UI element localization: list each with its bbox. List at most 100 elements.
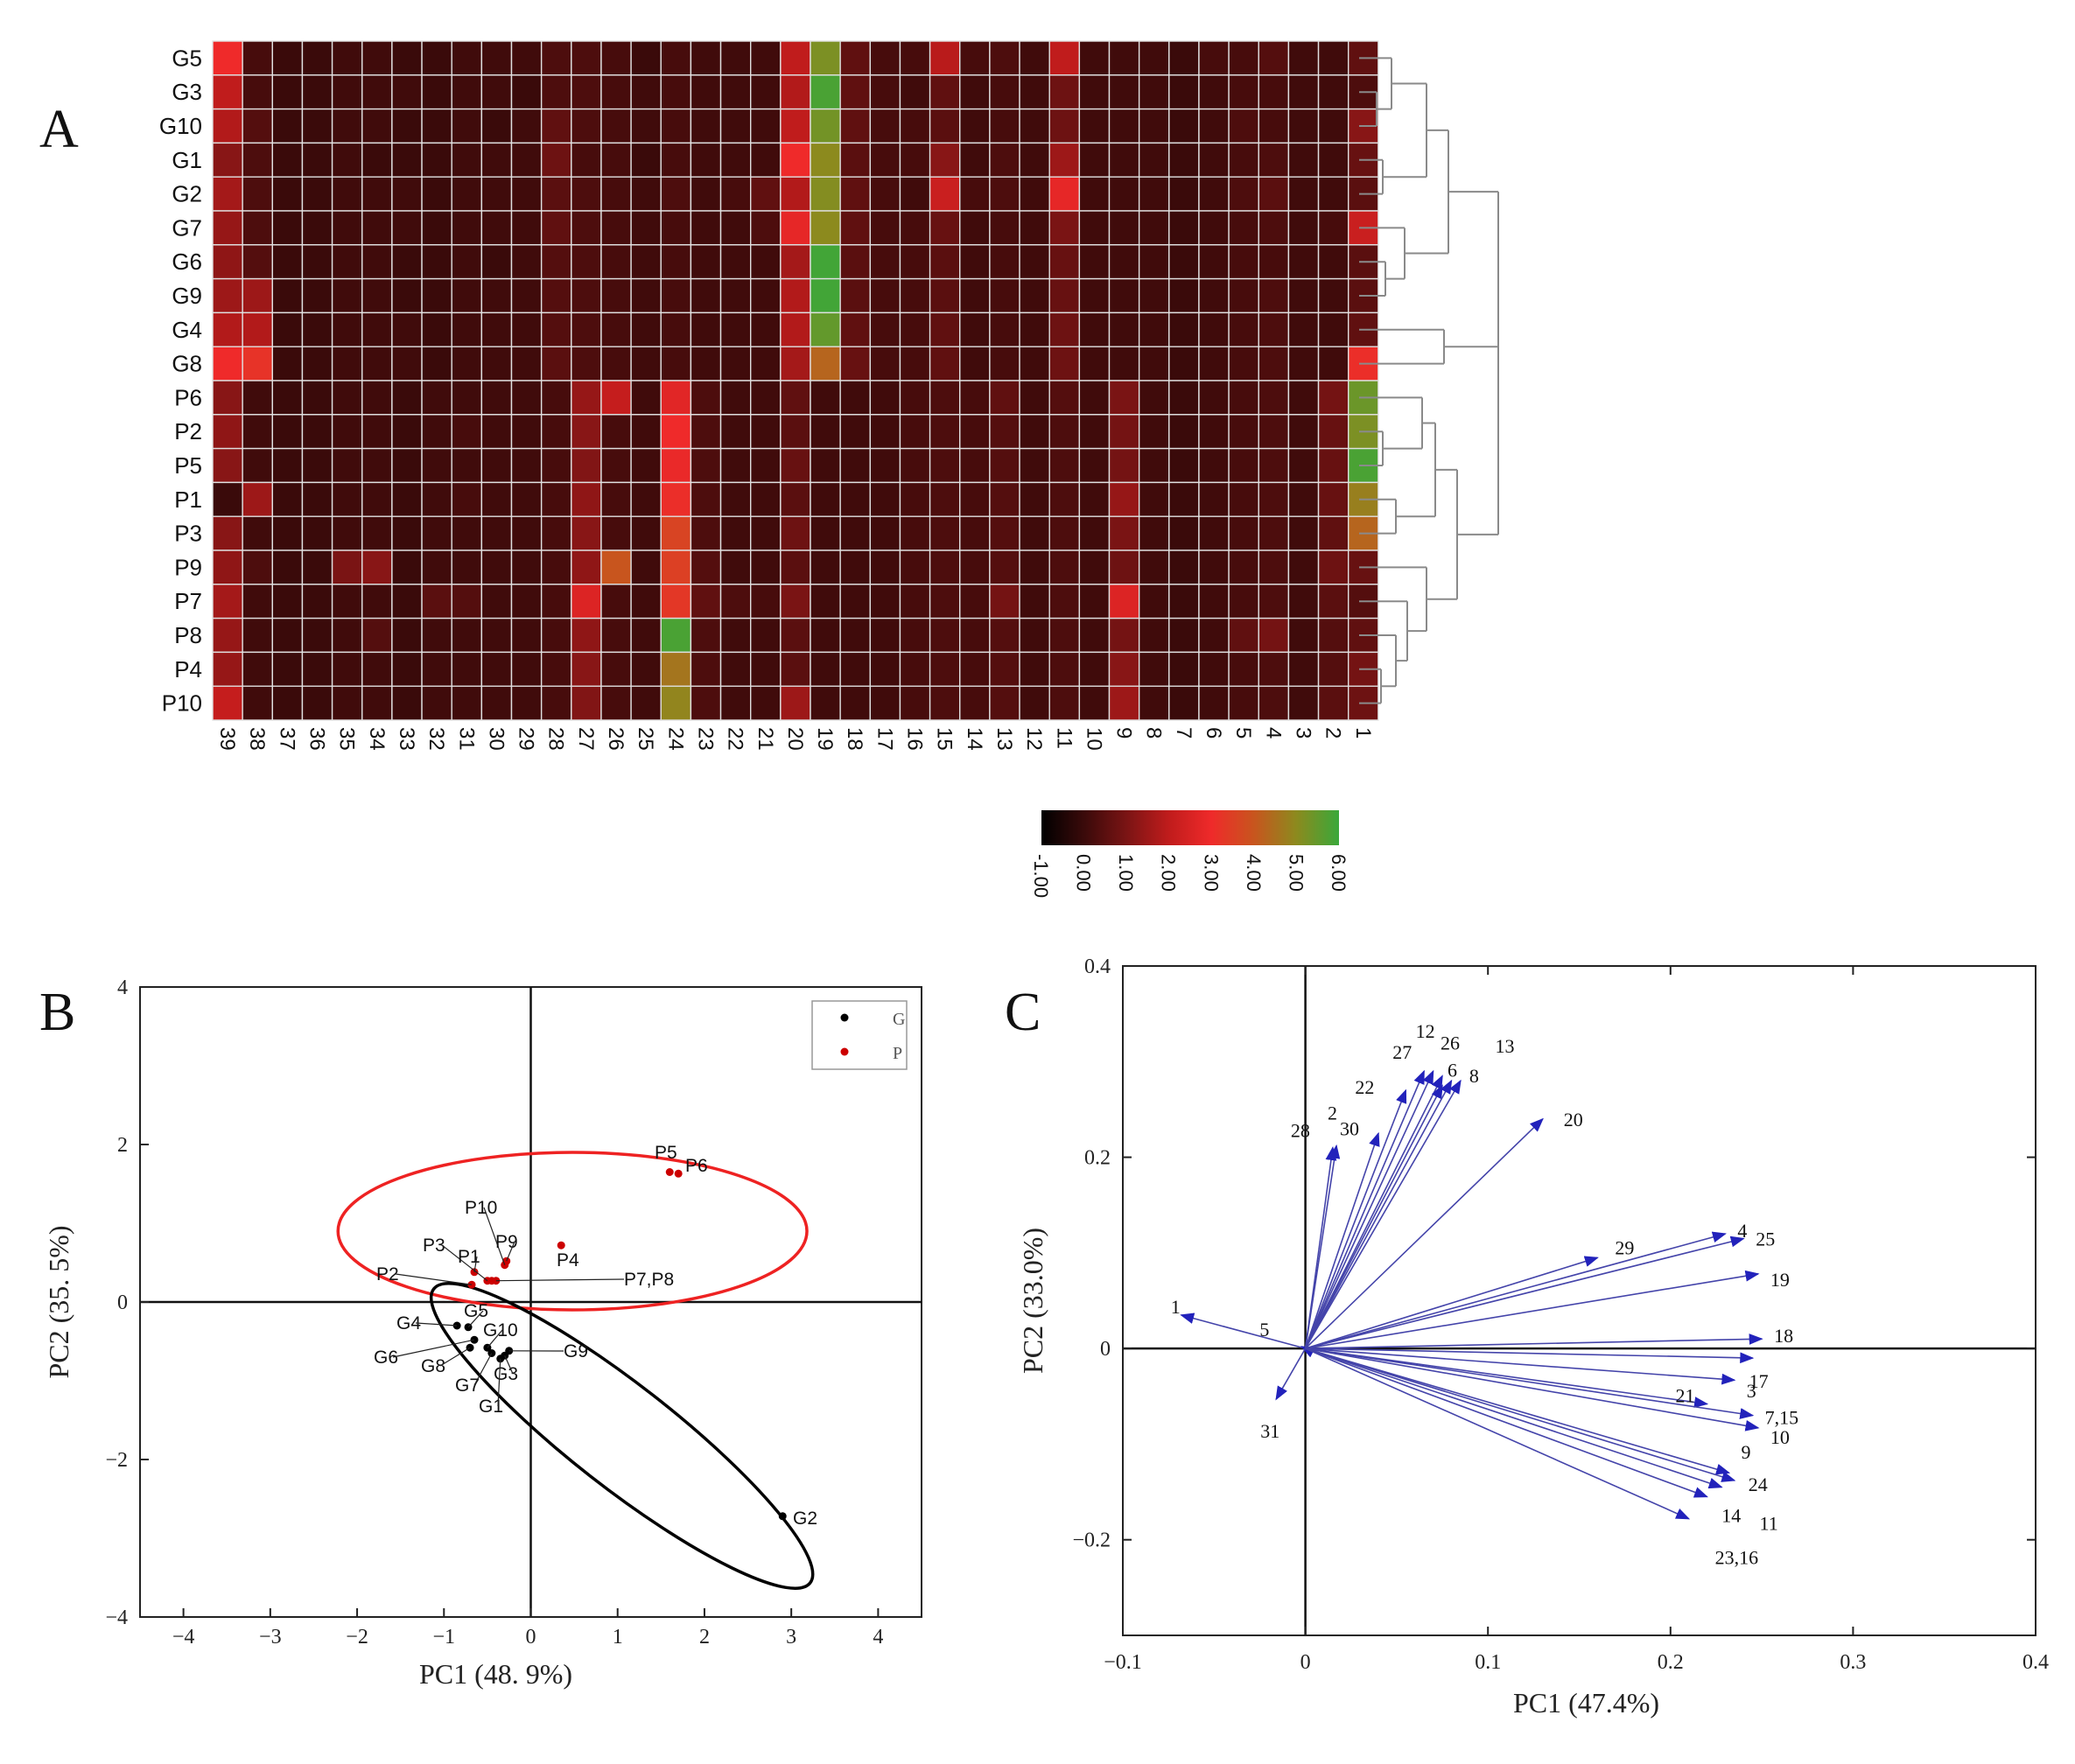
heatmap-cell: [1198, 40, 1230, 76]
heatmap-cell: [690, 414, 722, 450]
legend-marker: [840, 1047, 849, 1056]
heatmap-cell: [540, 176, 572, 212]
heatmap-cell: [1287, 312, 1320, 347]
panel-letter-c: C: [1005, 983, 1041, 1042]
heatmap-cell: [271, 515, 304, 551]
heatmap-cell: [391, 346, 423, 382]
heatmap-cell: [480, 210, 513, 246]
heatmap-cell: [361, 277, 393, 314]
heatmap-cell: [1108, 380, 1140, 416]
heatmap-cell: [780, 244, 811, 280]
heatmap-cell: [1108, 651, 1140, 687]
heatmap-cell: [929, 346, 961, 382]
heatmap-cell: [480, 244, 513, 280]
heatmap-cell: [989, 312, 1020, 347]
heatmap-col-label: 31: [454, 727, 478, 751]
heatmap-cell: [1138, 380, 1170, 416]
heatmap-col-label: 5: [1231, 727, 1255, 738]
x-tick-label: 0.2: [1658, 1651, 1684, 1674]
heatmap-cell: [1138, 584, 1170, 620]
heatmap-cell: [1317, 244, 1349, 280]
heatmap-cell: [331, 176, 363, 212]
heatmap-cell: [421, 515, 452, 551]
legend-label: G: [893, 1010, 905, 1029]
heatmap-cell: [630, 414, 662, 450]
heatmap-cell: [1228, 244, 1259, 280]
heatmap-cell: [1078, 584, 1111, 620]
heatmap-cell: [391, 244, 423, 280]
heatmap-cell: [1138, 277, 1170, 314]
heatmap-cell: [361, 481, 393, 517]
heatmap-cell: [959, 685, 991, 721]
heatmap-cell: [1287, 584, 1320, 620]
loading-label: 10: [1770, 1426, 1790, 1448]
heatmap-col-label: 20: [783, 727, 807, 751]
heatmap-cell: [510, 40, 543, 76]
heatmap-cell: [271, 244, 304, 280]
heatmap-cell: [421, 40, 452, 76]
loading-vector-9: [1305, 1348, 1731, 1475]
heatmap-cell: [361, 584, 393, 620]
heatmap-cell: [571, 481, 602, 517]
heatmap-cell: [421, 74, 452, 110]
loading-label: 5: [1259, 1319, 1269, 1340]
heatmap-cell: [540, 108, 572, 144]
heatmap-cell: [839, 346, 872, 382]
heatmap-cell: [750, 176, 782, 212]
heatmap-cell: [750, 515, 782, 551]
heatmap-cell: [510, 380, 543, 416]
heatmap-cell: [1258, 447, 1290, 484]
heatmap-cell: [1168, 414, 1200, 450]
loading-label: 29: [1615, 1236, 1634, 1258]
heatmap-cell: [660, 346, 692, 382]
heatmap-cell: [690, 108, 722, 144]
heatmap-cell: [630, 515, 662, 551]
loading-label: 19: [1770, 1269, 1790, 1291]
heatmap-cell: [839, 584, 872, 620]
heatmap-cell: [361, 651, 393, 687]
heatmap-cell: [929, 108, 961, 144]
heatmap-cell: [1138, 176, 1170, 212]
heatmap-cell: [1258, 685, 1290, 721]
score-point-g2: [778, 1512, 787, 1521]
heatmap-cell: [600, 651, 632, 687]
heatmap-cell: [810, 515, 841, 551]
heatmap-cell: [242, 244, 273, 280]
heatmap-cell: [331, 312, 363, 347]
heatmap-cell: [630, 584, 662, 620]
heatmap-cell: [1168, 312, 1200, 347]
heatmap-cell: [271, 380, 304, 416]
heatmap-cell: [1258, 277, 1290, 314]
heatmap-cell: [810, 346, 841, 382]
heatmap-cell: [839, 651, 872, 687]
heatmap-cell: [780, 550, 811, 585]
heatmap-cell: [1078, 617, 1111, 654]
heatmap-row-label: P7: [174, 588, 202, 614]
heatmap-cell: [1048, 481, 1081, 517]
heatmap-cell: [810, 584, 841, 620]
heatmap-cell: [959, 346, 991, 382]
heatmap-cell: [929, 244, 961, 280]
heatmap-cell: [271, 685, 304, 721]
heatmap-cell: [869, 142, 901, 178]
heatmap-cell: [600, 584, 632, 620]
heatmap-cell: [301, 414, 333, 450]
heatmap-cell: [480, 74, 513, 110]
heatmap-cell: [989, 40, 1020, 76]
heatmap-row-label: P5: [174, 452, 202, 479]
heatmap-cell: [540, 210, 572, 246]
heatmap-cell: [600, 380, 632, 416]
heatmap-cell: [839, 550, 872, 585]
heatmap-cell: [690, 346, 722, 382]
heatmap-cell: [719, 74, 752, 110]
heatmap-cell: [1078, 312, 1111, 347]
loading-label: 2: [1328, 1102, 1337, 1124]
heatmap-cell: [571, 380, 602, 416]
loading-label: 13: [1495, 1035, 1514, 1057]
loading-vector-10: [1305, 1348, 1760, 1432]
heatmap-cell: [959, 447, 991, 484]
panel-letter-a: A: [39, 100, 79, 159]
heatmap-cell: [1168, 515, 1200, 551]
heatmap-cell: [600, 176, 632, 212]
heatmap-cell: [1048, 277, 1081, 314]
